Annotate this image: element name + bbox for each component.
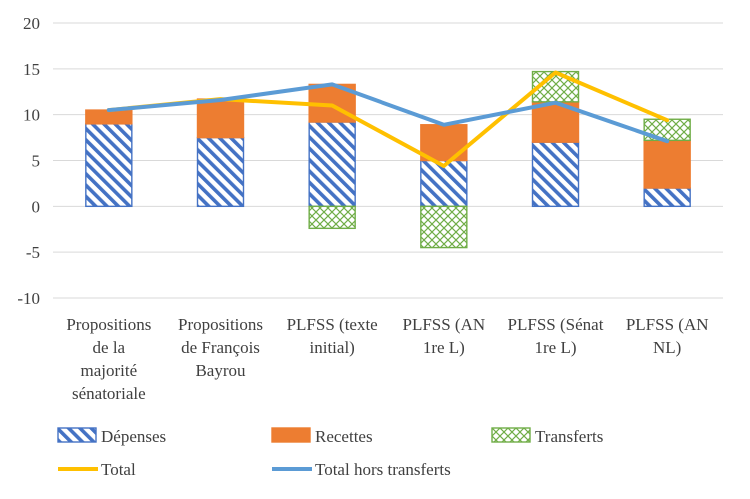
legend-label-transferts: Transferts xyxy=(535,427,603,446)
bar-dépenses xyxy=(643,187,691,208)
legend-swatch-recettes xyxy=(271,427,311,443)
category-label: Propositions xyxy=(178,315,263,334)
bar-dépenses xyxy=(85,123,133,208)
y-tick-label: 15 xyxy=(23,60,40,79)
y-tick-label: -5 xyxy=(26,243,40,262)
bar-recettes xyxy=(643,139,691,189)
bars xyxy=(85,70,691,249)
category-label: Bayrou xyxy=(195,361,246,380)
y-tick-label: 20 xyxy=(23,14,40,33)
category-label: 1re L) xyxy=(423,338,465,357)
category-label: majorité xyxy=(81,361,138,380)
x-axis-categories: Propositions de la majorité sénatoriale Prop… xyxy=(66,315,708,403)
bar-recettes xyxy=(531,101,580,143)
y-tick-label: 5 xyxy=(32,152,41,171)
gridlines xyxy=(53,22,723,299)
y-tick-label: -10 xyxy=(17,289,40,308)
bar-recettes xyxy=(196,98,245,139)
category-label: NL) xyxy=(653,338,681,357)
legend-label-dépenses: Dépenses xyxy=(101,427,166,446)
bar-transferts xyxy=(420,205,468,249)
category-label: initial) xyxy=(310,338,355,357)
y-tick-label: 10 xyxy=(23,106,40,125)
category-label: PLFSS (AN xyxy=(626,315,709,334)
bar-recettes xyxy=(85,109,133,125)
legend-label-total-hors-transferts: Total hors transferts xyxy=(315,460,451,479)
legend-swatch-dépenses xyxy=(57,427,97,443)
bar-dépenses xyxy=(308,121,356,208)
category-label: PLFSS (Sénat xyxy=(508,315,604,334)
category-label: PLFSS (AN xyxy=(402,315,485,334)
bar-dépenses xyxy=(196,136,245,208)
legend-label-total: Total xyxy=(101,460,136,479)
legend: Dépenses Recettes Transferts Total Total hor… xyxy=(57,427,603,479)
category-label: Propositions xyxy=(66,315,151,334)
y-axis-ticks: 20 15 10 5 0 -5 -10 xyxy=(17,14,40,308)
y-tick-label: 0 xyxy=(32,197,41,216)
bar-dépenses xyxy=(531,141,580,208)
line-total xyxy=(106,70,670,168)
category-label: sénatoriale xyxy=(72,384,146,403)
bar-dépenses xyxy=(420,159,468,208)
category-label: 1re L) xyxy=(534,338,576,357)
category-label: de François xyxy=(181,338,260,357)
legend-label-recettes: Recettes xyxy=(315,427,373,446)
lines xyxy=(106,70,670,168)
category-label: de la xyxy=(93,338,126,357)
category-label: PLFSS (texte xyxy=(287,315,378,334)
line-total-hors-transferts xyxy=(106,82,670,144)
bar-transferts xyxy=(308,205,356,230)
legend-swatch-transferts xyxy=(491,427,531,443)
